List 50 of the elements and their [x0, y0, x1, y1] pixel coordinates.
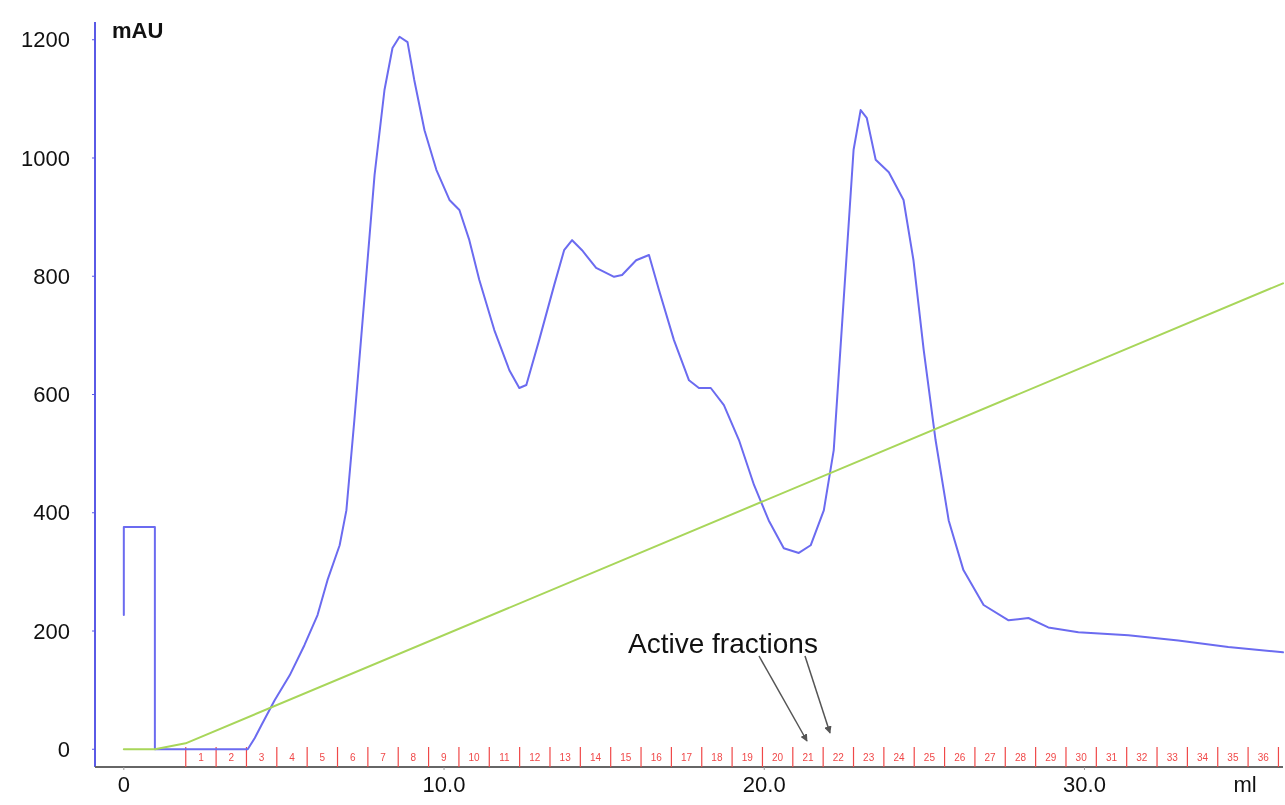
x2-tick-label: 5: [319, 751, 326, 763]
y-tick-label: 200: [33, 618, 70, 644]
y-tick-label: 0: [57, 736, 70, 762]
x2-tick-label: 13: [559, 751, 572, 763]
x2-tick-label: 20: [772, 751, 784, 763]
x2-tick-label: 28: [1014, 751, 1027, 763]
y-tick-label: 1200: [21, 27, 70, 53]
x2-tick-label: 12: [529, 751, 541, 763]
x2-tick-label: 26: [954, 751, 966, 763]
x2-tick-label: 17: [681, 751, 693, 763]
x2-tick-label: 23: [863, 751, 875, 763]
x-axis-title: ml: [1233, 772, 1257, 797]
x2-tick-label: 35: [1227, 751, 1239, 763]
y-tick-label: 600: [33, 382, 70, 408]
x-tick-label: 30.0: [1063, 772, 1106, 797]
y-tick-label: 1000: [21, 145, 70, 171]
x2-tick-label: 36: [1257, 751, 1270, 763]
x2-tick-label: 14: [589, 751, 602, 763]
x2-tick-label: 15: [620, 751, 632, 763]
x2-tick-label: 18: [711, 751, 723, 763]
x2-tick-label: 32: [1136, 751, 1148, 763]
y-axis-title: mAU: [112, 18, 164, 43]
x2-tick-label: 6: [349, 751, 356, 763]
x2-tick-label: 2: [228, 751, 235, 763]
annotation: Active fractions: [628, 628, 818, 659]
x2-tick-label: 25: [923, 751, 936, 763]
x2-tick-label: 30: [1075, 751, 1088, 763]
x2-tick-label: 27: [984, 751, 997, 763]
x2-tick-label: 21: [802, 751, 814, 763]
x2-tick-label: 34: [1197, 751, 1209, 763]
x2-tick-label: 19: [741, 751, 754, 763]
x2-tick-label: 1: [198, 751, 205, 763]
y-tick-label: 400: [33, 500, 70, 526]
x2-tick-label: 10: [468, 751, 481, 763]
x2-tick-label: 31: [1105, 751, 1118, 763]
y-tick-label: 800: [33, 263, 70, 289]
x2-tick-label: 8: [410, 751, 417, 763]
x-tick-label: 0: [117, 772, 130, 797]
x2-tick-label: 29: [1045, 751, 1057, 763]
x2-tick-label: 9: [440, 751, 447, 763]
x2-tick-label: 16: [650, 751, 663, 763]
x2-tick-label: 3: [258, 751, 265, 763]
x2-tick-label: 22: [832, 751, 845, 763]
x2-tick-label: 4: [289, 751, 296, 763]
x2-tick-label: 7: [380, 751, 387, 763]
x-tick-label: 10.0: [422, 772, 466, 797]
x2-tick-label: 11: [499, 751, 511, 763]
x2-tick-label: 33: [1166, 751, 1179, 763]
x-tick-label: 20.0: [742, 772, 786, 797]
x2-tick-label: 24: [893, 751, 906, 763]
